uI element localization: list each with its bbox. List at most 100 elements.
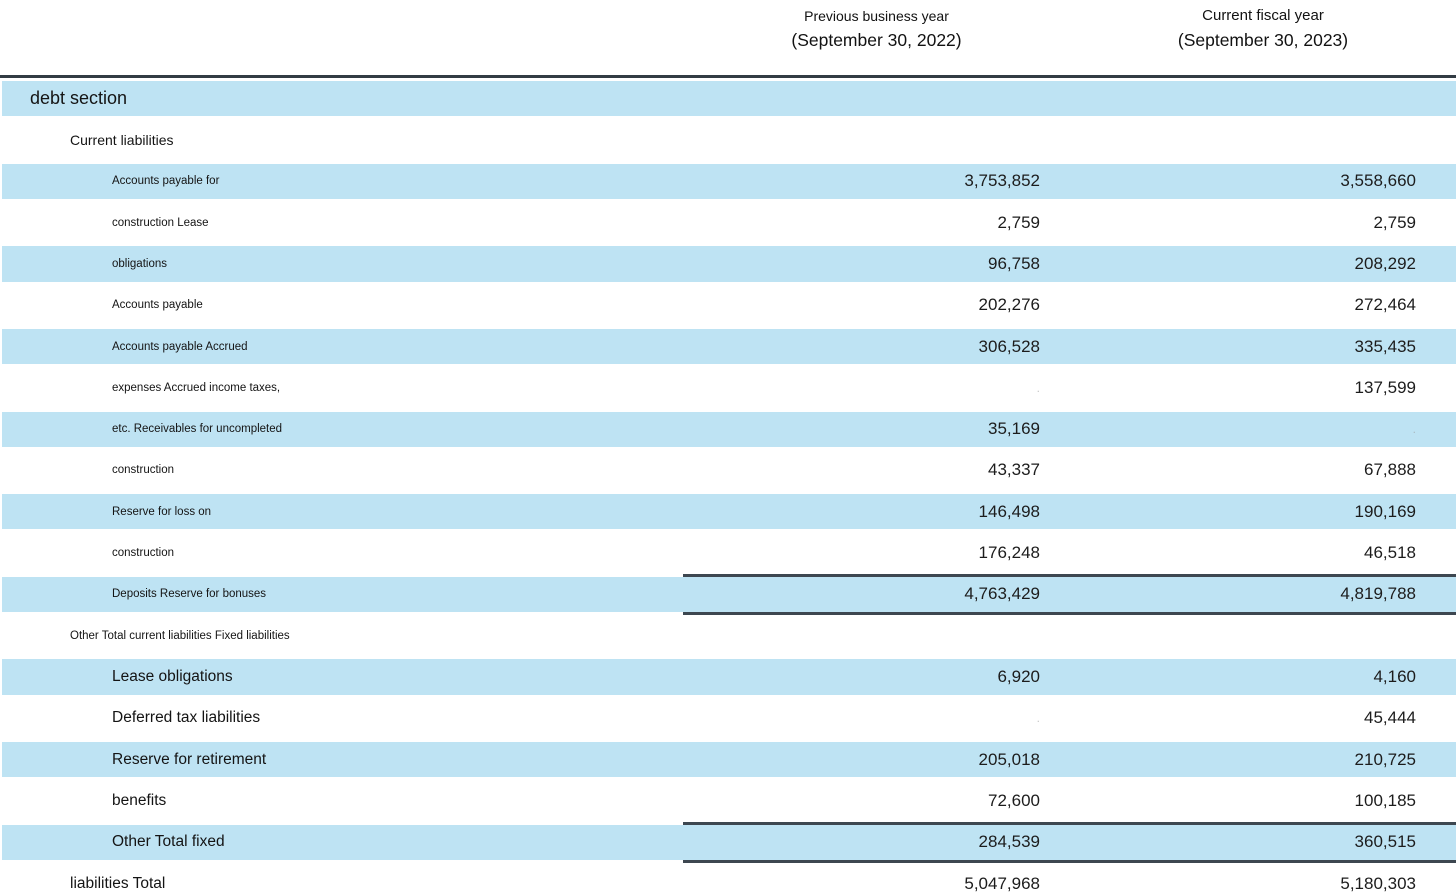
column-title: Previous business year <box>804 8 949 24</box>
row-label-cell: construction <box>2 449 683 492</box>
cell-current-year-value <box>1070 119 1456 161</box>
row-label: Other Total current liabilities Fixed li… <box>70 629 290 642</box>
row-label-cell: Accounts payable for <box>2 160 683 202</box>
faint-dot-mark: . <box>1036 711 1040 726</box>
cell-previous-year-value: 43,337 <box>683 449 1070 492</box>
cell-current-year-value <box>1070 615 1456 657</box>
table-row: Deferred tax liabilities . 45,444 <box>0 697 1456 739</box>
column-header-previous-year: Previous business year (September 30, 20… <box>683 0 1070 75</box>
cell-current-year-value: 67,888 <box>1070 449 1456 492</box>
row-label-cell: obligations <box>2 243 683 285</box>
row-label-cell: liabilities Total <box>2 862 683 894</box>
table-row: Other Total fixed 284,539 360,515 <box>0 821 1456 863</box>
table-row: Other Total current liabilities Fixed li… <box>0 615 1456 657</box>
cell-previous-year-value <box>683 78 1070 120</box>
row-label-cell: Other Total fixed <box>2 821 683 863</box>
cell-current-year-value: 45,444 <box>1070 697 1456 739</box>
row-label-cell: Deposits Reserve for bonuses <box>2 573 683 616</box>
row-label: Reserve for loss on <box>112 505 212 518</box>
table-row: construction 43,337 67,888 <box>0 449 1456 492</box>
cell-previous-year-value: 205,018 <box>683 739 1070 781</box>
row-label-cell: construction Lease <box>2 201 683 244</box>
row-label-cell: Deferred tax liabilities <box>2 697 683 739</box>
table-row: Accounts payable 202,276 272,464 <box>0 284 1456 326</box>
table-body: debt section Current liabilities Account… <box>0 78 1456 894</box>
column-date: (September 30, 2022) <box>791 30 962 50</box>
cell-previous-year-value: 146,498 <box>683 491 1070 533</box>
cell-previous-year-value <box>683 615 1070 657</box>
table-row: debt section <box>0 78 1456 120</box>
table-header: Previous business year (September 30, 20… <box>0 0 1456 78</box>
cell-current-year-value: 46,518 <box>1070 532 1456 574</box>
faint-dot-mark: . <box>1412 422 1416 437</box>
cell-current-year-value: 210,725 <box>1070 739 1456 781</box>
cell-current-year-value <box>1070 78 1456 120</box>
row-label: obligations <box>112 257 167 270</box>
cell-current-year-value: 100,185 <box>1070 780 1456 822</box>
row-label: Deferred tax liabilities <box>112 709 261 727</box>
faint-dot-mark: . <box>1036 380 1040 395</box>
row-label: Lease obligations <box>112 668 233 686</box>
cell-previous-year-value: 6,920 <box>683 656 1070 698</box>
row-label-cell: benefits <box>2 780 683 822</box>
table-row: Accounts payable Accrued 306,528 335,435 <box>0 325 1456 368</box>
column-title: Current fiscal year <box>1202 7 1324 24</box>
cell-current-year-value: 137,599 <box>1070 367 1456 409</box>
table-row: liabilities Total 5,047,968 5,180,303 <box>0 862 1456 894</box>
row-label: benefits <box>112 791 167 809</box>
cell-current-year-value: 3,558,660 <box>1070 160 1456 202</box>
cell-previous-year-value: 284,539 <box>683 821 1070 863</box>
row-label-cell: debt section <box>2 78 683 120</box>
table-row: construction 176,248 46,518 <box>0 532 1456 574</box>
column-date: (September 30, 2023) <box>1177 30 1349 50</box>
cell-previous-year-value: 3,753,852 <box>683 160 1070 202</box>
row-label-cell: Reserve for loss on <box>2 491 683 533</box>
cell-previous-year-value: 2,759 <box>683 201 1070 244</box>
table-row: Accounts payable for 3,753,852 3,558,660 <box>0 160 1456 202</box>
cell-previous-year-value: 4,763,429 <box>683 573 1070 616</box>
cell-current-year-value: 4,819,788 <box>1070 573 1456 616</box>
column-header-current-year: Current fiscal year (September 30, 2023) <box>1070 0 1456 75</box>
row-label: Accounts payable Accrued <box>112 340 248 353</box>
cell-current-year-value: 4,160 <box>1070 656 1456 698</box>
row-label: Reserve for retirement <box>112 750 267 768</box>
row-label: construction Lease <box>112 216 209 229</box>
cell-current-year-value: 5,180,303 <box>1070 862 1456 894</box>
table-row: Lease obligations 6,920 4,160 <box>0 656 1456 698</box>
cell-previous-year-value: . <box>683 367 1070 409</box>
cell-current-year-value: . <box>1070 408 1456 450</box>
row-label-cell: Lease obligations <box>2 656 683 698</box>
table-row: etc. Receivables for uncompleted 35,169 … <box>0 408 1456 450</box>
row-label-cell: Reserve for retirement <box>2 739 683 781</box>
row-label-cell: Accounts payable Accrued <box>2 325 683 368</box>
cell-current-year-value: 360,515 <box>1070 821 1456 863</box>
table-row: Deposits Reserve for bonuses 4,763,429 4… <box>0 573 1456 616</box>
row-label: construction <box>112 547 175 560</box>
cell-previous-year-value: . <box>683 697 1070 739</box>
row-label: Other Total fixed <box>112 833 225 851</box>
table-row: benefits 72,600 100,185 <box>0 780 1456 822</box>
row-label: etc. Receivables for uncompleted <box>112 423 283 436</box>
row-label: liabilities Total <box>70 874 166 892</box>
cell-previous-year-value: 176,248 <box>683 532 1070 574</box>
row-label-cell: etc. Receivables for uncompleted <box>2 408 683 450</box>
row-label: Accounts payable for <box>112 175 220 188</box>
row-label-cell: expenses Accrued income taxes, <box>2 367 683 409</box>
table-row: Reserve for loss on 146,498 190,169 <box>0 491 1456 533</box>
row-label: construction <box>112 464 175 477</box>
row-label: Deposits Reserve for bonuses <box>112 588 267 601</box>
cell-current-year-value: 208,292 <box>1070 243 1456 285</box>
cell-current-year-value: 190,169 <box>1070 491 1456 533</box>
cell-previous-year-value: 72,600 <box>683 780 1070 822</box>
row-label: debt section <box>30 88 128 109</box>
row-label: expenses Accrued income taxes, <box>112 381 281 394</box>
table-row: expenses Accrued income taxes, . 137,599 <box>0 367 1456 409</box>
table-row: obligations 96,758 208,292 <box>0 243 1456 285</box>
cell-previous-year-value: 96,758 <box>683 243 1070 285</box>
cell-previous-year-value: 35,169 <box>683 408 1070 450</box>
table-row: construction Lease 2,759 2,759 <box>0 201 1456 244</box>
cell-current-year-value: 335,435 <box>1070 325 1456 368</box>
cell-current-year-value: 272,464 <box>1070 284 1456 326</box>
header-spacer <box>0 0 683 75</box>
row-label: Accounts payable <box>112 299 203 312</box>
